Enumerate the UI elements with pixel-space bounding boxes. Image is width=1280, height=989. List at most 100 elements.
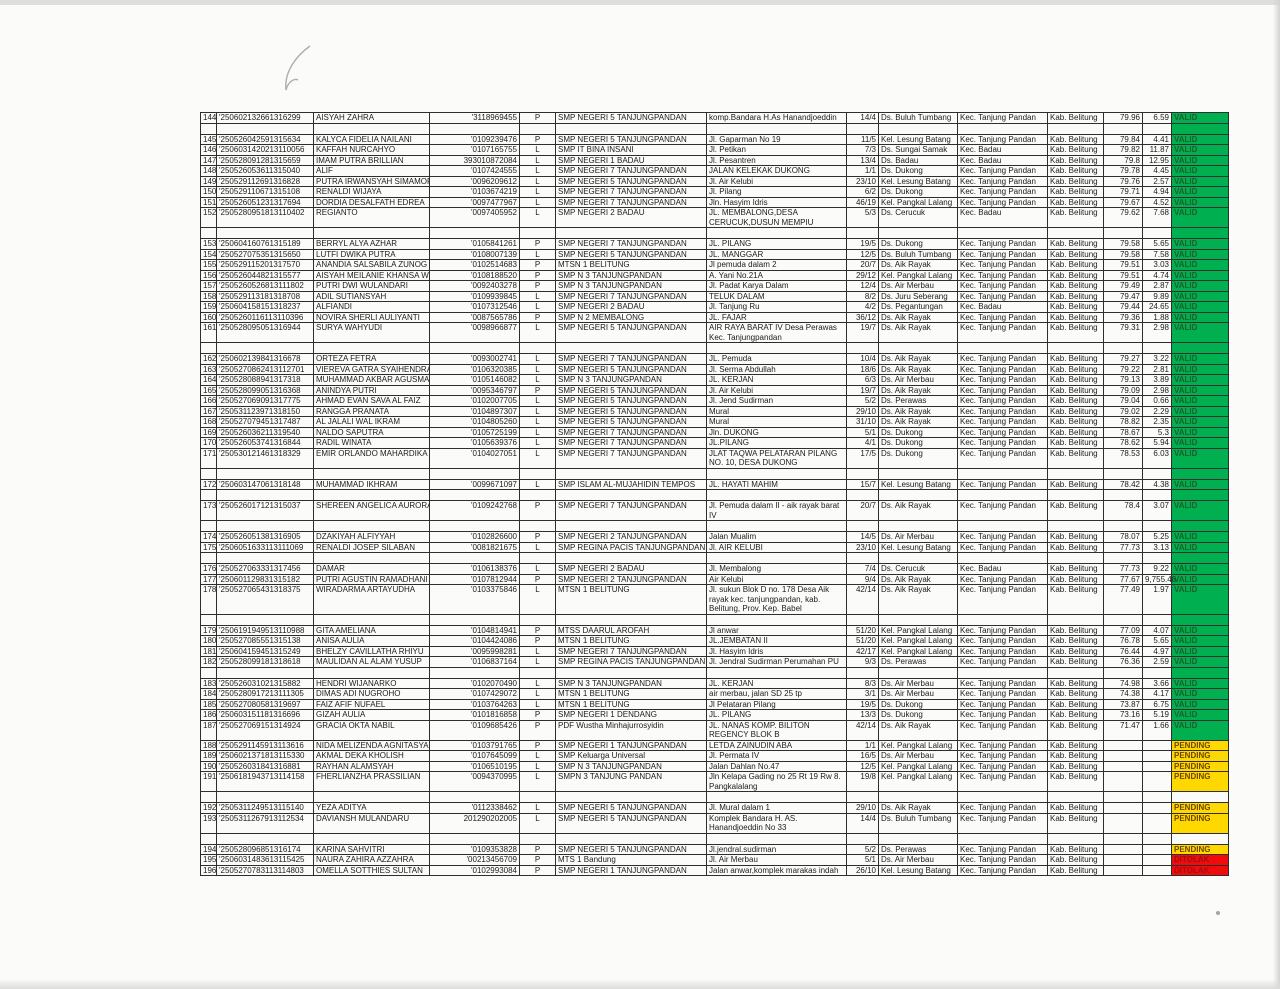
- cell-s1: 79.44: [1103, 301, 1143, 313]
- cell-village: Ds. Dukong: [878, 238, 958, 250]
- cell-village: Ds. Dukong: [878, 698, 958, 710]
- cell-regency: Kab. Belitung: [1047, 802, 1104, 814]
- status-cell: VALID: [1171, 645, 1229, 657]
- cell-phone: '0106837164: [429, 656, 520, 668]
- cell-s2: 12.95: [1142, 154, 1172, 166]
- cell-s2: [1142, 854, 1172, 866]
- empty-cell: [706, 666, 847, 679]
- cell-date: 1/1: [846, 739, 879, 751]
- cell-district: Kec. Tanjung Pandan: [957, 447, 1048, 469]
- cell-phone: '00213456709: [429, 854, 520, 866]
- cell-gender: L: [519, 186, 556, 198]
- cell-village: Kel. Pangkal Lalang: [878, 760, 958, 772]
- cell-school: SMP NEGERI 7 TANJUNGPANDAN: [555, 500, 707, 521]
- cell-district: Kec. Badau: [957, 144, 1048, 156]
- empty-cell: [846, 342, 879, 354]
- table-row: 161'250528095051316944 SURYA WAHYUDI '0098…: [200, 322, 1229, 343]
- cell-s1: 74.38: [1103, 688, 1143, 700]
- table-row: 182'250528099181318618 MAULIDAN AL ALAM Y…: [200, 656, 1229, 668]
- cell-no: 190: [200, 760, 217, 772]
- cell-date: 8/3: [846, 677, 879, 689]
- cell-phone: '0103674219: [429, 186, 520, 198]
- cell-date: 4/2: [846, 301, 879, 313]
- empty-cell: [1047, 227, 1104, 239]
- cell-name: AKMAL DEKA KHOLISH: [313, 750, 430, 762]
- empty-cell: [846, 489, 879, 501]
- cell-date: 36/12: [846, 311, 879, 323]
- cell-district: Kec. Tanjung Pandan: [957, 437, 1048, 449]
- cell-id: '250527075351315650: [216, 248, 314, 260]
- cell-name: PUTRA IRWANSYAH SIMAMORA: [313, 175, 430, 187]
- cell-date: 14/5: [846, 531, 879, 543]
- cell-id: '250527063331317456: [216, 563, 314, 575]
- table-row: 163'2505270862413112701 VIEREVA GATRA SYA…: [200, 363, 1229, 375]
- cell-school: MTSN 1 BELITUNG: [555, 259, 707, 271]
- status-cell: VALID: [1171, 374, 1229, 386]
- cell-address: JL.JEMBATAN II: [706, 635, 847, 647]
- cell-gender: L: [519, 645, 556, 657]
- empty-cell: [878, 666, 958, 679]
- cell-name: IMAM PUTRA BRILLIAN: [313, 154, 430, 166]
- status-cell: VALID: [1171, 311, 1229, 323]
- status-cell: PENDING: [1171, 771, 1229, 792]
- cell-district: Kec. Tanjung Pandan: [957, 248, 1048, 260]
- cell-phone: '0105639376: [429, 437, 520, 449]
- table-row: 191'2506181943713114158 FHERLIANZHA PRASS…: [200, 771, 1229, 792]
- cell-s1: 78.82: [1103, 416, 1143, 428]
- cell-no: 150: [200, 186, 217, 198]
- empty-cell: [555, 227, 707, 239]
- status-cell: PENDING: [1171, 760, 1229, 772]
- status-cell: VALID: [1171, 541, 1229, 553]
- empty-cell: [706, 791, 847, 803]
- cell-district: Kec. Tanjung Pandan: [957, 322, 1048, 343]
- empty-cell: [216, 520, 314, 532]
- cell-s1: 79.8: [1103, 154, 1143, 166]
- cell-phone: '0102514683: [429, 259, 520, 271]
- cell-address: Jl. Air Kelubi: [706, 175, 847, 187]
- cell-gender: L: [519, 353, 556, 365]
- empty-cell: [706, 832, 847, 845]
- status-cell: PENDING: [1171, 750, 1229, 762]
- cell-regency: Kab. Belitung: [1047, 760, 1104, 772]
- empty-cell: [429, 122, 520, 135]
- table-row: 157'2505260526813111802 PUTRI DWI WULANDA…: [200, 280, 1229, 292]
- cell-id: '250530121461318329: [216, 447, 314, 469]
- table-row: 181'250604159451315249 BHELZY CAVILLATHA …: [200, 645, 1229, 657]
- cell-id: '250603151181316696: [216, 709, 314, 721]
- cell-village: Ds. Perawas: [878, 843, 958, 855]
- cell-gender: P: [519, 843, 556, 855]
- status-cell: VALID: [1171, 563, 1229, 575]
- status-cell: VALID: [1171, 416, 1229, 428]
- status-cell: VALID: [1171, 531, 1229, 543]
- empty-cell: [878, 467, 958, 480]
- cell-s2: 2.98: [1142, 384, 1172, 396]
- cell-school: SMP REGINA PACIS TANJUNGPANDAN: [555, 541, 707, 553]
- cell-school: SMP NEGERI 7 TANJUNGPANDAN: [555, 165, 707, 177]
- cell-gender: P: [519, 531, 556, 543]
- cell-village: Kel. Pangkal Lalang: [878, 771, 958, 792]
- cell-id: '250529115201317570: [216, 259, 314, 271]
- empty-cell: [555, 832, 707, 845]
- cell-regency: Kab. Belitung: [1047, 624, 1104, 636]
- empty-cell: [200, 520, 217, 532]
- cell-village: Ds. Aik Rayak: [878, 363, 958, 375]
- cell-phone: '0093002741: [429, 353, 520, 365]
- cell-regency: Kab. Belitung: [1047, 384, 1104, 396]
- cell-name: DAVIANSH MULANDARU: [313, 812, 430, 834]
- cell-phone: '0104814941: [429, 624, 520, 636]
- cell-name: BERRYL ALYA AZHAR: [313, 238, 430, 250]
- spacer-row: [200, 832, 1229, 845]
- cell-s1: 79.27: [1103, 353, 1143, 365]
- cell-district: Kec. Tanjung Pandan: [957, 531, 1048, 543]
- cell-regency: Kab. Belitung: [1047, 363, 1104, 375]
- empty-cell: [846, 467, 879, 480]
- cell-district: Kec. Tanjung Pandan: [957, 353, 1048, 365]
- cell-s2: 5.19: [1142, 709, 1172, 721]
- table-row: 185'250527080581319697 FAIZ AFIF NUFAEL '0…: [200, 698, 1229, 710]
- empty-cell: [1047, 122, 1104, 135]
- empty-cell: [216, 122, 314, 135]
- cell-regency: Kab. Belitung: [1047, 864, 1104, 876]
- cell-name: SURYA WAHYUDI: [313, 322, 430, 343]
- cell-id: '2506031483613115425: [216, 854, 314, 866]
- cell-no: 160: [200, 311, 217, 323]
